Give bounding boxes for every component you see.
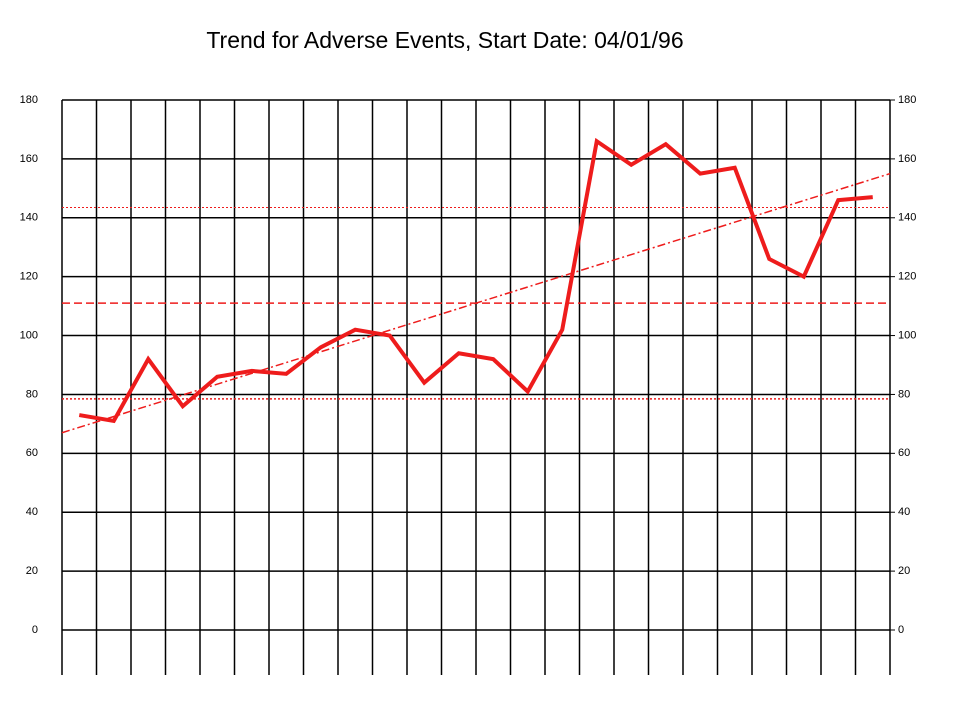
y2-tick-label: 180 bbox=[898, 94, 916, 106]
series-line bbox=[78, 137, 873, 424]
y2-tick-label: 60 bbox=[898, 447, 910, 459]
y-tick-label: 0 bbox=[32, 624, 38, 636]
y-tick-label: 60 bbox=[26, 447, 38, 459]
y2-tick-label: 120 bbox=[898, 271, 916, 283]
y2-tick-label: 100 bbox=[898, 329, 916, 341]
y-tick-label: 80 bbox=[26, 388, 38, 400]
y2-tick-label: 0 bbox=[898, 624, 904, 636]
y-tick-label: 40 bbox=[26, 506, 38, 518]
y-tick-label: 20 bbox=[26, 565, 38, 577]
y2-tick-label: 80 bbox=[898, 388, 910, 400]
y2-tick-label: 40 bbox=[898, 506, 910, 518]
chart-title: Trend for Adverse Events, Start Date: 04… bbox=[206, 27, 683, 53]
y-tick-label: 120 bbox=[20, 271, 38, 283]
y-tick-label: 160 bbox=[20, 153, 38, 165]
y-tick-label: 180 bbox=[20, 94, 38, 106]
y-tick-label: 100 bbox=[20, 329, 38, 341]
y2-tick-label: 160 bbox=[898, 153, 916, 165]
y2-tick-label: 20 bbox=[898, 565, 910, 577]
y2-tick-label: 140 bbox=[898, 212, 916, 224]
y-tick-label: 140 bbox=[20, 212, 38, 224]
